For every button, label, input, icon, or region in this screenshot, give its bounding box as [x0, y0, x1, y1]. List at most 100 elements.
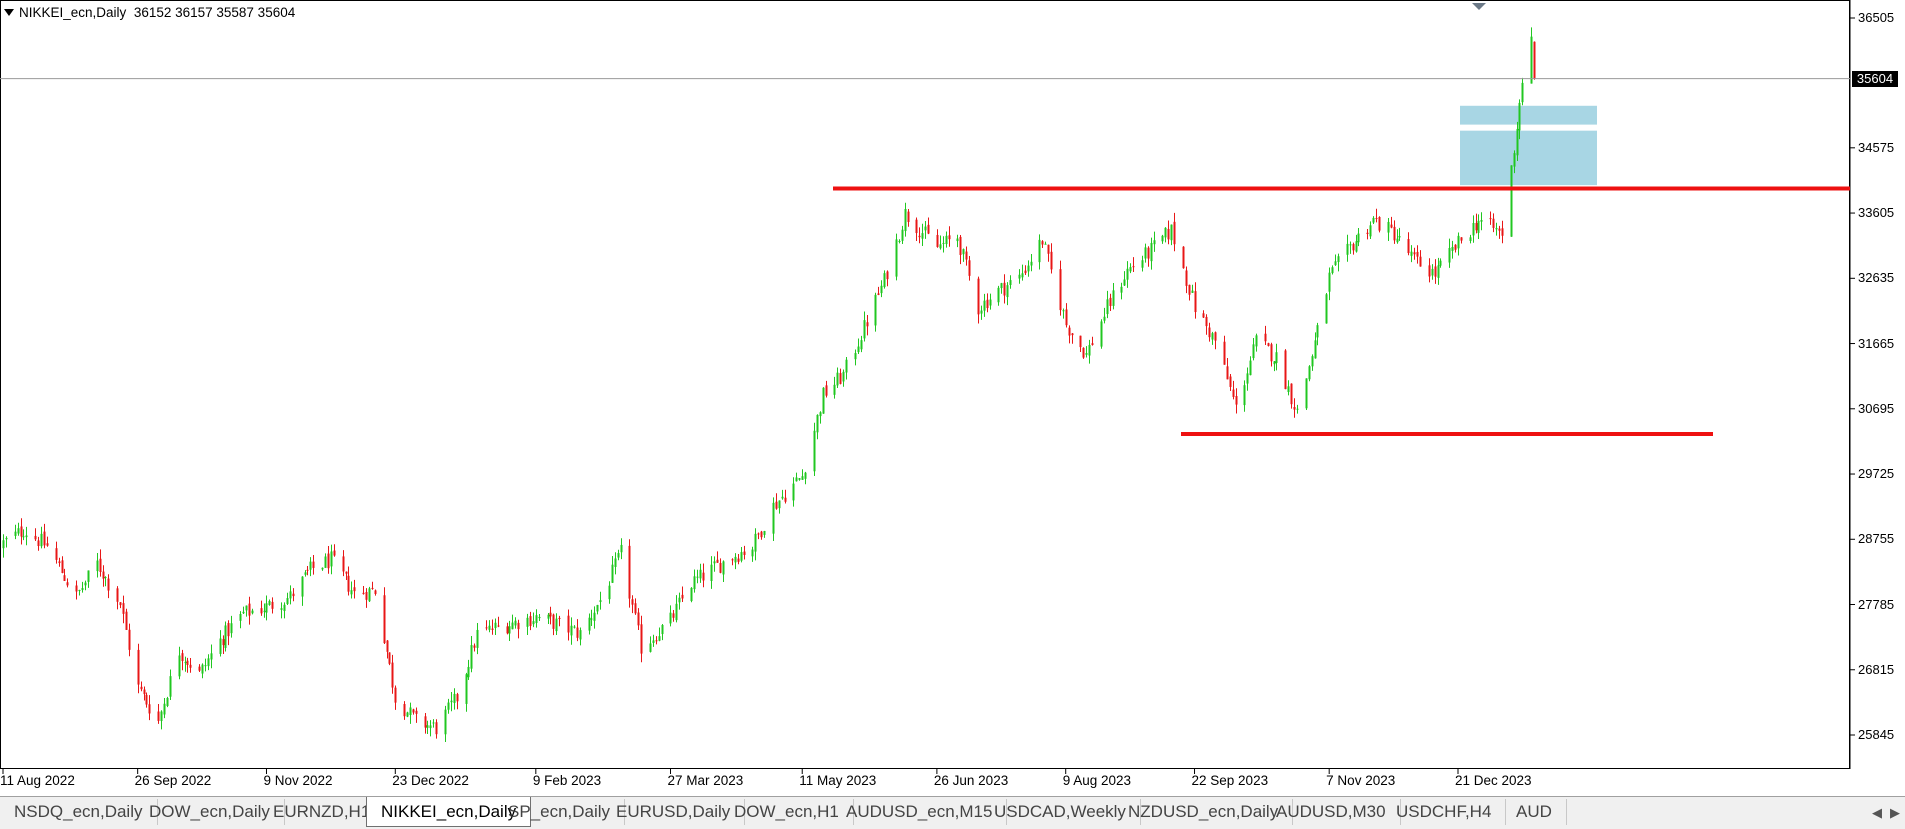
chart-tab[interactable]: USDCHF,H4: [1382, 799, 1507, 825]
candle[interactable]: [631, 595, 634, 614]
candle[interactable]: [1208, 322, 1211, 342]
candle[interactable]: [426, 720, 429, 734]
candle[interactable]: [391, 654, 394, 694]
candle[interactable]: [242, 606, 245, 615]
candle[interactable]: [148, 695, 151, 721]
chart-tab[interactable]: NSDQ_ecn,Daily: [0, 799, 158, 825]
candle[interactable]: [1325, 292, 1328, 324]
demand-zone[interactable]: [1460, 105, 1597, 125]
candle[interactable]: [760, 530, 763, 540]
candle[interactable]: [353, 579, 356, 599]
candle[interactable]: [1477, 214, 1480, 240]
candle[interactable]: [1475, 213, 1478, 234]
candle[interactable]: [1480, 212, 1483, 231]
candle[interactable]: [424, 712, 427, 734]
candle[interactable]: [1314, 332, 1317, 359]
candle[interactable]: [804, 471, 807, 485]
candle[interactable]: [1521, 77, 1524, 106]
candle[interactable]: [942, 236, 945, 253]
candle[interactable]: [661, 624, 664, 641]
candle[interactable]: [538, 613, 541, 622]
candle[interactable]: [1530, 27, 1533, 84]
candle[interactable]: [558, 615, 561, 627]
candle[interactable]: [1071, 333, 1074, 344]
candle[interactable]: [1270, 342, 1273, 367]
candle[interactable]: [5, 536, 8, 548]
candle[interactable]: [409, 702, 412, 724]
candle[interactable]: [1498, 225, 1501, 239]
candle[interactable]: [75, 580, 78, 600]
candle[interactable]: [1103, 307, 1106, 324]
candle[interactable]: [330, 544, 333, 575]
candle[interactable]: [453, 688, 456, 710]
candle[interactable]: [1068, 325, 1071, 344]
candle[interactable]: [573, 625, 576, 629]
candle[interactable]: [58, 557, 61, 567]
candle[interactable]: [362, 586, 365, 595]
candle[interactable]: [1252, 338, 1255, 361]
candle[interactable]: [1191, 284, 1194, 293]
candle[interactable]: [1460, 237, 1463, 244]
candle[interactable]: [795, 472, 798, 482]
candle[interactable]: [34, 528, 37, 541]
chart-tab[interactable]: AUDUSD_ecn,M15: [832, 799, 1008, 825]
candle[interactable]: [895, 233, 898, 281]
candle[interactable]: [1226, 358, 1229, 380]
candle[interactable]: [497, 616, 500, 628]
candle[interactable]: [822, 387, 825, 414]
candle[interactable]: [754, 528, 757, 561]
candle[interactable]: [915, 217, 918, 242]
candle[interactable]: [567, 609, 570, 641]
candle[interactable]: [1293, 398, 1296, 418]
candle[interactable]: [860, 335, 863, 353]
candle[interactable]: [1337, 253, 1340, 272]
candle[interactable]: [265, 595, 268, 621]
candle[interactable]: [517, 619, 520, 639]
candle[interactable]: [1273, 360, 1276, 372]
candle[interactable]: [1439, 258, 1442, 268]
candle[interactable]: [1451, 240, 1454, 259]
candle[interactable]: [962, 248, 965, 262]
candle[interactable]: [22, 529, 25, 541]
candle[interactable]: [163, 698, 166, 719]
candle[interactable]: [1000, 282, 1003, 294]
candle[interactable]: [260, 600, 263, 616]
candle[interactable]: [1059, 260, 1062, 316]
candle[interactable]: [406, 711, 409, 718]
candle[interactable]: [263, 603, 266, 618]
candle[interactable]: [1311, 354, 1314, 371]
candle[interactable]: [46, 536, 49, 547]
candle[interactable]: [968, 255, 971, 281]
candle[interactable]: [17, 522, 20, 536]
candle[interactable]: [412, 708, 415, 715]
candle[interactable]: [116, 586, 119, 610]
candle[interactable]: [186, 657, 189, 673]
candle[interactable]: [511, 614, 514, 630]
candle[interactable]: [1357, 227, 1360, 247]
candle[interactable]: [857, 338, 860, 354]
candle[interactable]: [25, 526, 28, 546]
candle[interactable]: [792, 477, 795, 507]
candle[interactable]: [184, 656, 187, 672]
candle[interactable]: [901, 225, 904, 244]
candle[interactable]: [224, 621, 227, 652]
candle[interactable]: [61, 556, 64, 574]
candle[interactable]: [207, 654, 210, 671]
candle[interactable]: [1126, 261, 1129, 288]
candle[interactable]: [983, 293, 986, 317]
candle[interactable]: [1454, 244, 1457, 253]
candle[interactable]: [169, 669, 172, 701]
candle[interactable]: [965, 246, 968, 266]
candle[interactable]: [143, 686, 146, 701]
candle[interactable]: [1393, 220, 1396, 244]
candle[interactable]: [927, 217, 930, 235]
candle[interactable]: [283, 602, 286, 619]
candle[interactable]: [1334, 254, 1337, 266]
candle[interactable]: [1085, 346, 1088, 358]
candle[interactable]: [547, 613, 550, 624]
candle[interactable]: [107, 574, 110, 599]
candle[interactable]: [699, 563, 702, 583]
scroll-right-icon[interactable]: ▶: [1890, 805, 1900, 820]
candle[interactable]: [716, 551, 719, 563]
candle[interactable]: [1182, 246, 1185, 269]
